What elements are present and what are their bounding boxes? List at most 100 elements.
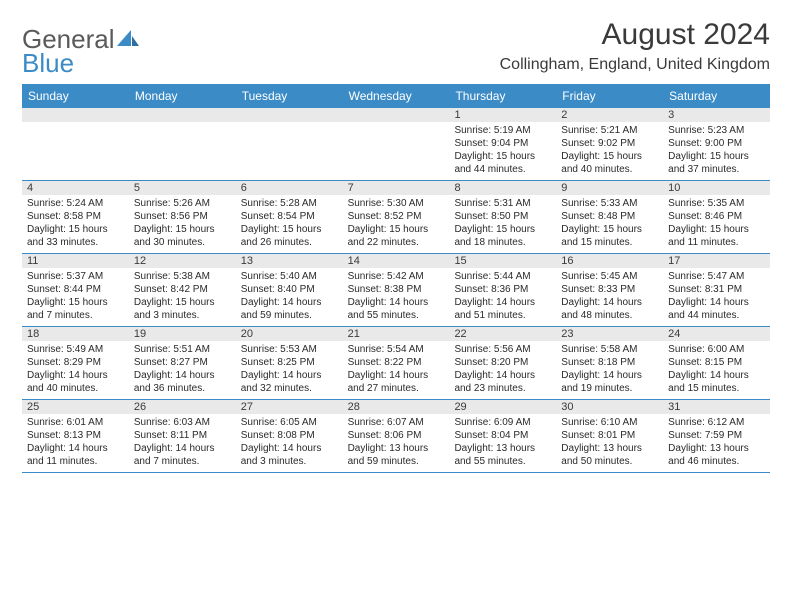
week-row: 1Sunrise: 5:19 AMSunset: 9:04 PMDaylight… [22, 108, 770, 181]
sunset-line: Sunset: 8:11 PM [134, 429, 231, 442]
day-body: Sunrise: 5:21 AMSunset: 9:02 PMDaylight:… [556, 122, 663, 180]
sunset-line: Sunset: 7:59 PM [668, 429, 765, 442]
sunset-line: Sunset: 8:22 PM [348, 356, 445, 369]
sunset-line: Sunset: 8:52 PM [348, 210, 445, 223]
daylight-line: Daylight: 13 hours and 50 minutes. [561, 442, 658, 468]
sunrise-line: Sunrise: 5:44 AM [454, 270, 551, 283]
sunrise-line: Sunrise: 5:26 AM [134, 197, 231, 210]
week-row: 11Sunrise: 5:37 AMSunset: 8:44 PMDayligh… [22, 254, 770, 327]
sunset-line: Sunset: 8:38 PM [348, 283, 445, 296]
daylight-line: Daylight: 14 hours and 32 minutes. [241, 369, 338, 395]
day-body: Sunrise: 5:56 AMSunset: 8:20 PMDaylight:… [449, 341, 556, 399]
day-body: Sunrise: 5:44 AMSunset: 8:36 PMDaylight:… [449, 268, 556, 326]
daylight-line: Daylight: 13 hours and 55 minutes. [454, 442, 551, 468]
week-row: 18Sunrise: 5:49 AMSunset: 8:29 PMDayligh… [22, 327, 770, 400]
sunrise-line: Sunrise: 5:40 AM [241, 270, 338, 283]
daylight-line: Daylight: 15 hours and 11 minutes. [668, 223, 765, 249]
day-number: 20 [236, 327, 343, 341]
day-number: 12 [129, 254, 236, 268]
day-cell: 30Sunrise: 6:10 AMSunset: 8:01 PMDayligh… [556, 400, 663, 472]
sunset-line: Sunset: 8:42 PM [134, 283, 231, 296]
day-number [129, 108, 236, 122]
day-body: Sunrise: 5:33 AMSunset: 8:48 PMDaylight:… [556, 195, 663, 253]
sunset-line: Sunset: 8:58 PM [27, 210, 124, 223]
sunrise-line: Sunrise: 5:51 AM [134, 343, 231, 356]
daylight-line: Daylight: 14 hours and 55 minutes. [348, 296, 445, 322]
sunset-line: Sunset: 8:56 PM [134, 210, 231, 223]
day-number: 6 [236, 181, 343, 195]
sunrise-line: Sunrise: 6:00 AM [668, 343, 765, 356]
day-body: Sunrise: 5:24 AMSunset: 8:58 PMDaylight:… [22, 195, 129, 253]
day-cell: 21Sunrise: 5:54 AMSunset: 8:22 PMDayligh… [343, 327, 450, 399]
day-cell: 18Sunrise: 5:49 AMSunset: 8:29 PMDayligh… [22, 327, 129, 399]
day-cell [343, 108, 450, 180]
day-cell: 7Sunrise: 5:30 AMSunset: 8:52 PMDaylight… [343, 181, 450, 253]
location-text: Collingham, England, United Kingdom [500, 56, 770, 74]
daylight-line: Daylight: 15 hours and 26 minutes. [241, 223, 338, 249]
day-body: Sunrise: 6:10 AMSunset: 8:01 PMDaylight:… [556, 414, 663, 472]
day-of-week-row: SundayMondayTuesdayWednesdayThursdayFrid… [22, 85, 770, 108]
sunset-line: Sunset: 8:40 PM [241, 283, 338, 296]
day-cell: 14Sunrise: 5:42 AMSunset: 8:38 PMDayligh… [343, 254, 450, 326]
header: General August 2024 Collingham, England,… [22, 18, 770, 74]
day-cell: 8Sunrise: 5:31 AMSunset: 8:50 PMDaylight… [449, 181, 556, 253]
day-cell: 3Sunrise: 5:23 AMSunset: 9:00 PMDaylight… [663, 108, 770, 180]
day-body: Sunrise: 5:45 AMSunset: 8:33 PMDaylight:… [556, 268, 663, 326]
sunset-line: Sunset: 9:00 PM [668, 137, 765, 150]
day-number: 5 [129, 181, 236, 195]
day-cell: 26Sunrise: 6:03 AMSunset: 8:11 PMDayligh… [129, 400, 236, 472]
daylight-line: Daylight: 15 hours and 7 minutes. [27, 296, 124, 322]
weeks-container: 1Sunrise: 5:19 AMSunset: 9:04 PMDaylight… [22, 108, 770, 473]
day-number: 14 [343, 254, 450, 268]
sunset-line: Sunset: 8:18 PM [561, 356, 658, 369]
day-body: Sunrise: 5:31 AMSunset: 8:50 PMDaylight:… [449, 195, 556, 253]
daylight-line: Daylight: 14 hours and 3 minutes. [241, 442, 338, 468]
day-number: 3 [663, 108, 770, 122]
sunrise-line: Sunrise: 6:12 AM [668, 416, 765, 429]
day-body: Sunrise: 5:40 AMSunset: 8:40 PMDaylight:… [236, 268, 343, 326]
sunset-line: Sunset: 9:02 PM [561, 137, 658, 150]
sunrise-line: Sunrise: 5:21 AM [561, 124, 658, 137]
day-body: Sunrise: 5:49 AMSunset: 8:29 PMDaylight:… [22, 341, 129, 399]
daylight-line: Daylight: 14 hours and 11 minutes. [27, 442, 124, 468]
sunset-line: Sunset: 8:36 PM [454, 283, 551, 296]
day-number: 23 [556, 327, 663, 341]
sunrise-line: Sunrise: 5:30 AM [348, 197, 445, 210]
day-number: 8 [449, 181, 556, 195]
day-body: Sunrise: 5:54 AMSunset: 8:22 PMDaylight:… [343, 341, 450, 399]
daylight-line: Daylight: 14 hours and 7 minutes. [134, 442, 231, 468]
day-number: 27 [236, 400, 343, 414]
sunset-line: Sunset: 8:31 PM [668, 283, 765, 296]
day-body: Sunrise: 5:38 AMSunset: 8:42 PMDaylight:… [129, 268, 236, 326]
day-cell: 11Sunrise: 5:37 AMSunset: 8:44 PMDayligh… [22, 254, 129, 326]
day-body: Sunrise: 6:00 AMSunset: 8:15 PMDaylight:… [663, 341, 770, 399]
day-cell: 4Sunrise: 5:24 AMSunset: 8:58 PMDaylight… [22, 181, 129, 253]
sunset-line: Sunset: 8:54 PM [241, 210, 338, 223]
daylight-line: Daylight: 15 hours and 15 minutes. [561, 223, 658, 249]
day-cell: 16Sunrise: 5:45 AMSunset: 8:33 PMDayligh… [556, 254, 663, 326]
day-body: Sunrise: 6:07 AMSunset: 8:06 PMDaylight:… [343, 414, 450, 472]
day-body: Sunrise: 5:53 AMSunset: 8:25 PMDaylight:… [236, 341, 343, 399]
calendar: SundayMondayTuesdayWednesdayThursdayFrid… [22, 84, 770, 473]
sunrise-line: Sunrise: 5:56 AM [454, 343, 551, 356]
logo-text-blue: Blue [22, 48, 74, 78]
day-body: Sunrise: 5:28 AMSunset: 8:54 PMDaylight:… [236, 195, 343, 253]
day-body: Sunrise: 5:42 AMSunset: 8:38 PMDaylight:… [343, 268, 450, 326]
day-number: 29 [449, 400, 556, 414]
sunset-line: Sunset: 9:04 PM [454, 137, 551, 150]
daylight-line: Daylight: 15 hours and 44 minutes. [454, 150, 551, 176]
day-body: Sunrise: 6:01 AMSunset: 8:13 PMDaylight:… [22, 414, 129, 472]
sunrise-line: Sunrise: 5:38 AM [134, 270, 231, 283]
day-body: Sunrise: 5:35 AMSunset: 8:46 PMDaylight:… [663, 195, 770, 253]
dow-cell: Wednesday [343, 85, 450, 108]
day-number: 21 [343, 327, 450, 341]
day-cell: 9Sunrise: 5:33 AMSunset: 8:48 PMDaylight… [556, 181, 663, 253]
day-number [236, 108, 343, 122]
day-body: Sunrise: 6:05 AMSunset: 8:08 PMDaylight:… [236, 414, 343, 472]
day-number: 25 [22, 400, 129, 414]
sunrise-line: Sunrise: 6:01 AM [27, 416, 124, 429]
sunrise-line: Sunrise: 5:45 AM [561, 270, 658, 283]
day-body: Sunrise: 5:30 AMSunset: 8:52 PMDaylight:… [343, 195, 450, 253]
day-number: 1 [449, 108, 556, 122]
sunset-line: Sunset: 8:01 PM [561, 429, 658, 442]
